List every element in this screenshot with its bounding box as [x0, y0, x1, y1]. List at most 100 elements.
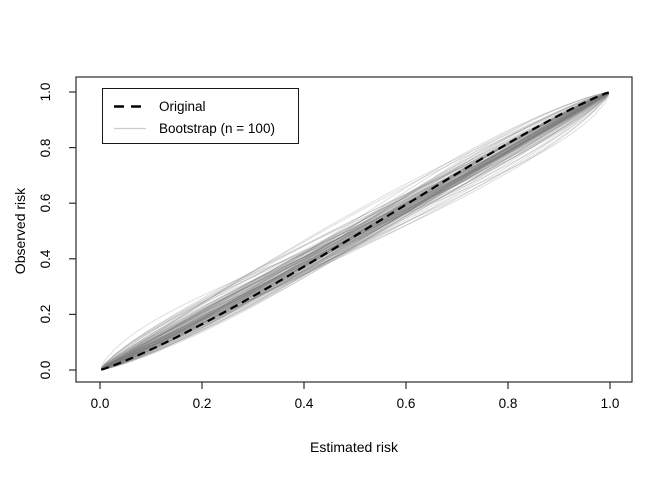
- x-tick-label: 0.0: [90, 396, 110, 411]
- bootstrap-curve: [101, 92, 609, 370]
- bootstrap-curve: [101, 92, 609, 370]
- bootstrap-curve: [101, 92, 609, 370]
- bootstrap-curve: [101, 92, 609, 370]
- y-tick-label: 0.2: [38, 305, 53, 324]
- bootstrap-curve: [101, 91, 609, 371]
- bootstrap-line-sample: [114, 127, 146, 129]
- y-tick-label: 0.0: [38, 360, 53, 380]
- bootstrap-curve: [101, 91, 609, 371]
- bootstrap-curve: [101, 92, 609, 370]
- x-tick-label: 1.0: [600, 396, 620, 411]
- y-tick-label: 0.4: [38, 249, 53, 269]
- bootstrap-curve: [101, 92, 609, 370]
- bootstrap-curve: [100, 93, 610, 369]
- bootstrap-curve: [101, 92, 609, 370]
- bootstrap-curve: [101, 92, 609, 370]
- legend: Original Bootstrap (n = 100): [102, 88, 299, 144]
- bootstrap-curve: [101, 91, 609, 371]
- original-dashed-line-sample: [114, 104, 146, 108]
- bootstrap-curve: [101, 92, 609, 371]
- bootstrap-curve: [100, 93, 610, 369]
- bootstrap-curve: [100, 94, 610, 369]
- bootstrap-curve: [101, 91, 609, 371]
- original-curve: [100, 91, 610, 371]
- bootstrap-curve: [101, 92, 609, 370]
- plot-box-border: [75, 76, 633, 383]
- bootstrap-curve: [101, 91, 609, 370]
- bootstrap-curve: [101, 92, 609, 371]
- bootstrap-curve: [100, 92, 609, 369]
- bootstrap-curve: [100, 93, 610, 370]
- legend-item-bootstrap: Bootstrap (n = 100): [113, 117, 290, 139]
- y-tick-label: 0.8: [38, 138, 53, 157]
- bootstrap-curve: [101, 91, 609, 371]
- bootstrap-curve: [101, 92, 609, 370]
- bootstrap-curve: [101, 92, 609, 370]
- bootstrap-curve: [101, 92, 609, 370]
- bootstrap-curve: [101, 92, 609, 370]
- bootstrap-curve: [101, 91, 609, 371]
- bootstrap-curve: [101, 91, 609, 371]
- y-tick-label: 0.6: [38, 193, 53, 213]
- bootstrap-curve: [101, 92, 609, 370]
- bootstrap-curve: [101, 92, 609, 370]
- x-axis-title: Estimated risk: [310, 439, 398, 455]
- bootstrap-curve: [101, 93, 610, 370]
- bootstrap-curve: [101, 91, 609, 371]
- bootstrap-curve: [101, 91, 609, 371]
- bootstrap-curve: [101, 91, 609, 371]
- legend-label-original: Original: [159, 98, 206, 114]
- bootstrap-curve: [101, 92, 609, 370]
- bootstrap-curve: [101, 92, 609, 370]
- bootstrap-curve: [101, 92, 609, 371]
- bootstrap-curve: [100, 92, 609, 370]
- bootstrap-curve: [101, 93, 610, 370]
- bootstrap-curve: [101, 92, 609, 370]
- bootstrap-curve: [101, 92, 609, 370]
- bootstrap-curve: [101, 91, 609, 370]
- bootstrap-curve: [101, 92, 609, 370]
- bootstrap-curve: [100, 92, 610, 370]
- bootstrap-curve: [101, 92, 609, 370]
- x-tick-label: 0.4: [294, 396, 314, 411]
- bootstrap-curve: [101, 91, 609, 371]
- bootstrap-curve: [101, 92, 609, 371]
- bootstrap-curve: [101, 92, 610, 370]
- y-tick-label: 1.0: [38, 82, 53, 102]
- axis-tick-marks: [69, 91, 611, 389]
- bootstrap-curve: [101, 91, 609, 371]
- bootstrap-curve: [101, 92, 609, 370]
- bootstrap-curve: [100, 93, 610, 369]
- bootstrap-curve: [101, 92, 609, 370]
- bootstrap-curve: [100, 95, 610, 367]
- bootstrap-curve: [101, 92, 610, 370]
- bootstrap-curve: [101, 92, 609, 370]
- x-tick-label: 0.6: [396, 396, 416, 411]
- plot-frame: [75, 76, 633, 383]
- bootstrap-curve: [101, 92, 609, 371]
- bootstrap-curve: [101, 92, 609, 370]
- x-tick-label: 0.8: [498, 396, 518, 411]
- bootstrap-curve: [101, 92, 609, 370]
- bootstrap-curve: [101, 92, 609, 370]
- bootstrap-curve: [101, 92, 609, 370]
- bootstrap-curve: [100, 92, 609, 370]
- legend-label-bootstrap: Bootstrap (n = 100): [159, 120, 275, 136]
- original-curve-group: [100, 91, 610, 371]
- bootstrap-curve: [101, 92, 609, 371]
- bootstrap-curve: [101, 91, 609, 371]
- bootstrap-curve: [101, 91, 609, 371]
- bootstrap-curve: [101, 92, 609, 370]
- bootstrap-curve: [101, 92, 609, 371]
- bootstrap-curve: [101, 93, 610, 370]
- bootstrap-curve: [101, 92, 609, 370]
- bootstrap-curve: [101, 92, 609, 370]
- bootstrap-curve: [101, 92, 609, 370]
- bootstrap-curve: [101, 92, 609, 370]
- bootstrap-curve: [100, 93, 610, 369]
- bootstrap-curve: [101, 91, 609, 371]
- bootstrap-curve: [100, 93, 610, 369]
- bootstrap-curve: [101, 92, 609, 370]
